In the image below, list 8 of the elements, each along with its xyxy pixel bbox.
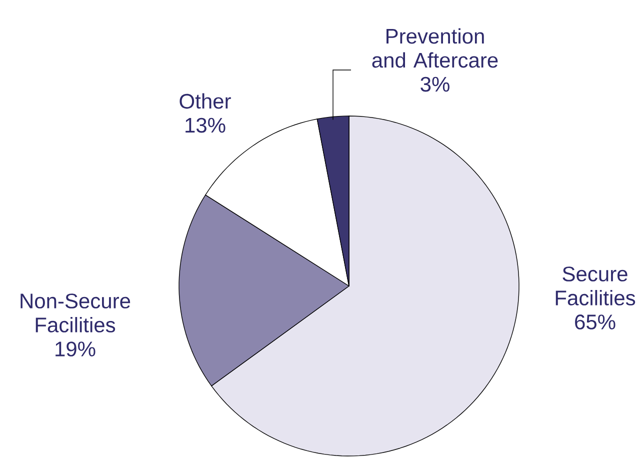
slice-label: Non-Secure Facilities: [20, 294, 130, 332]
data-label: 19%: [56, 342, 96, 356]
data-label: 3%: [420, 76, 450, 92]
data-label: 13%: [186, 118, 226, 133]
data-label: 65%: [575, 314, 616, 330]
slice-label: Secure Facilities: [556, 266, 636, 306]
slice-label: Prevention and Aftercare: [372, 28, 498, 68]
slice-label: Other: [180, 93, 231, 109]
